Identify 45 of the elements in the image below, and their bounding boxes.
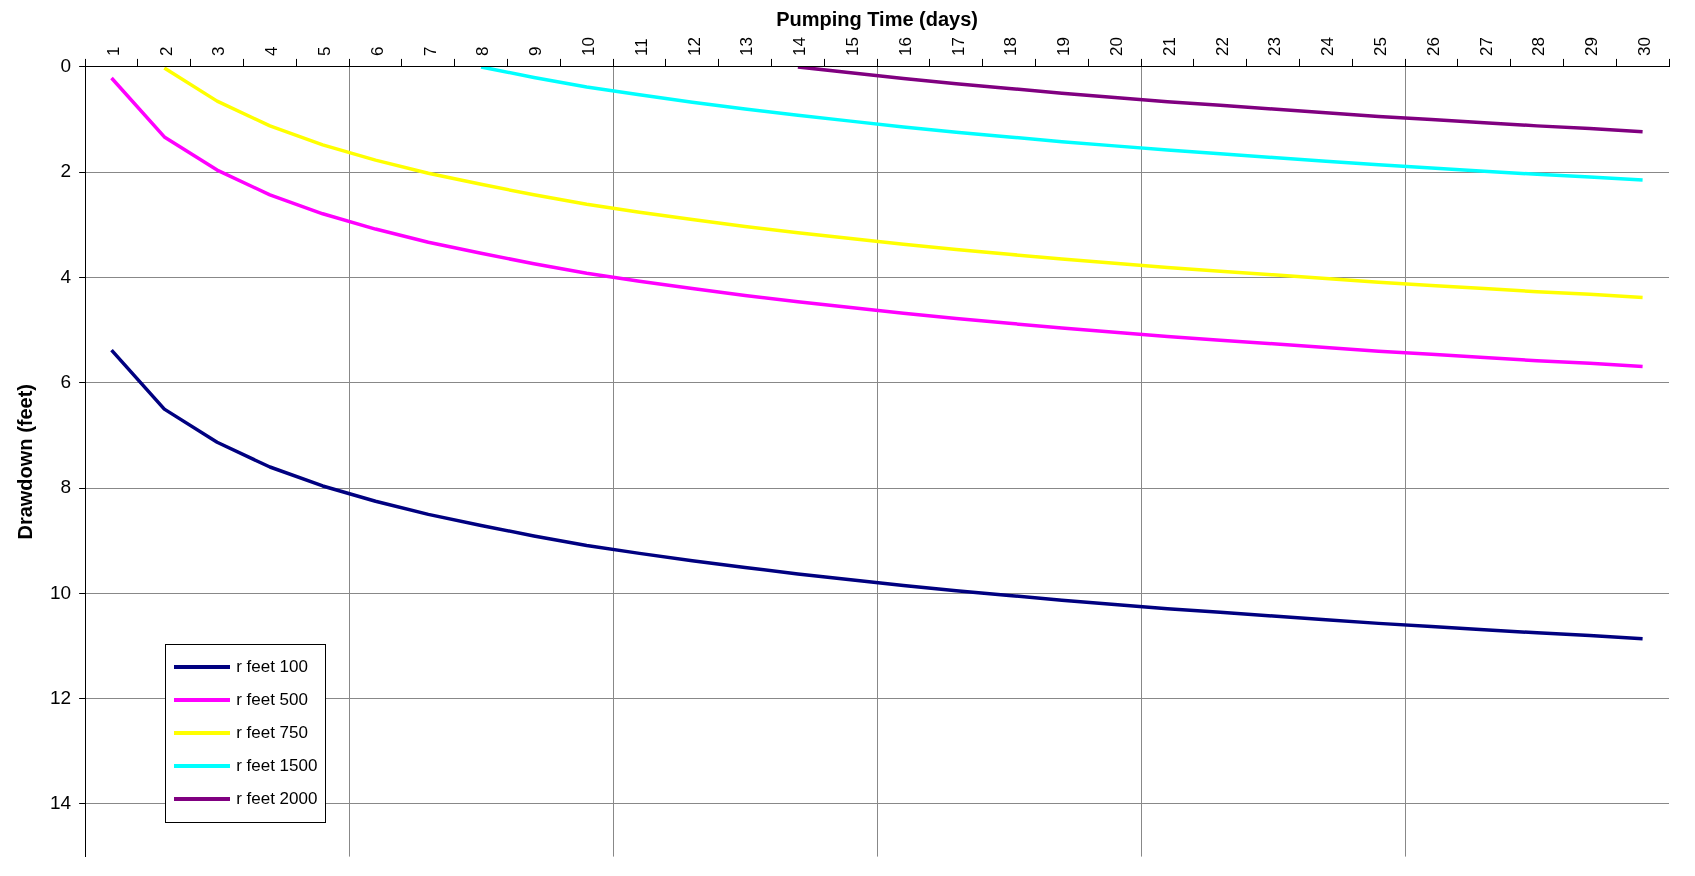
x-tick-label: 29 — [1582, 36, 1602, 56]
x-tick-label: 23 — [1265, 36, 1285, 56]
y-tick-label: 12 — [49, 686, 72, 708]
x-tick-label: 17 — [948, 36, 968, 56]
legend-label: r feet 2000 — [236, 789, 318, 810]
x-tick-label: 12 — [684, 36, 704, 56]
x-tick-label: 2 — [156, 46, 176, 56]
x-tick-label: 30 — [1634, 36, 1654, 56]
x-tick-label: 21 — [1159, 36, 1179, 56]
x-tick-label: 22 — [1212, 36, 1232, 56]
y-tick-label: 8 — [60, 476, 72, 498]
x-tick-label: 19 — [1054, 36, 1074, 56]
y-axis-title: Drawdown (feet) — [13, 383, 36, 540]
x-tick-label: 10 — [578, 36, 598, 56]
x-tick-label: 25 — [1370, 36, 1390, 56]
x-tick-label: 3 — [209, 46, 229, 56]
legend-label: r feet 750 — [236, 723, 308, 744]
legend-label: r feet 1500 — [236, 756, 318, 777]
x-tick-label: 13 — [737, 36, 757, 56]
x-tick-label: 28 — [1529, 36, 1549, 56]
legend-label: r feet 500 — [236, 690, 308, 711]
x-tick-label: 7 — [420, 46, 440, 56]
x-tick-label: 4 — [262, 46, 282, 56]
x-tick-label: 20 — [1106, 36, 1126, 56]
x-tick-label: 24 — [1318, 36, 1338, 56]
x-tick-label: 15 — [842, 36, 862, 56]
x-tick-label: 14 — [790, 36, 810, 56]
x-tick-label: 26 — [1423, 36, 1443, 56]
x-tick-label: 11 — [631, 38, 651, 56]
x-tick-label: 9 — [526, 46, 546, 56]
y-tick-label: 0 — [60, 55, 72, 77]
x-tick-label: 6 — [367, 46, 387, 56]
x-axis-title: Pumping Time (days) — [776, 7, 979, 30]
y-tick-label: 2 — [60, 160, 72, 182]
x-tick-label: 27 — [1476, 36, 1496, 56]
x-tick-label: 5 — [315, 46, 334, 56]
x-tick-label: 16 — [895, 36, 915, 56]
legend-label: r feet 100 — [236, 657, 308, 678]
x-tick-label: 18 — [1001, 36, 1021, 56]
y-tick-label: 6 — [60, 371, 72, 393]
y-tick-label: 14 — [49, 792, 72, 814]
x-tick-label: 8 — [473, 46, 493, 56]
x-tick-label: 1 — [103, 46, 123, 56]
y-tick-label: 4 — [60, 265, 72, 287]
y-tick-label: 10 — [49, 581, 72, 603]
